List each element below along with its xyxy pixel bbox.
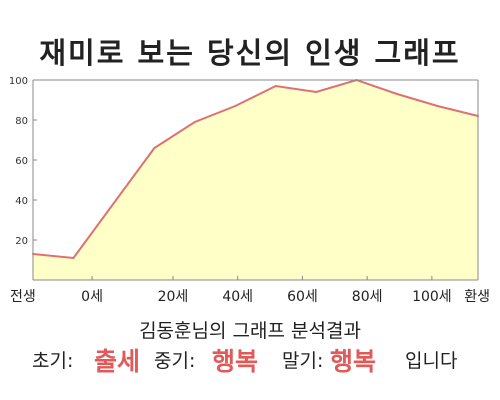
y-tick-label: 20: [15, 236, 28, 247]
y-tick-label: 40: [15, 196, 28, 207]
x-tick-label: 80세: [352, 289, 383, 305]
data-point: [315, 91, 318, 93]
late-value: 행복: [330, 347, 377, 376]
early-label: 초기:: [32, 350, 74, 372]
plot-area: 20 40 60 80 100 전생 0세 20세 40세 60세 80세 100세 환생: [9, 76, 490, 305]
x-tick-label: 100세: [412, 289, 452, 305]
late-label: 말기:: [282, 350, 324, 372]
x-tick-label: 환생: [464, 289, 490, 305]
y-tick-label: 60: [15, 156, 28, 167]
x-tick-label: 40세: [222, 289, 253, 305]
data-point: [153, 147, 156, 149]
analysis-result: 초기: 출세 중기: 행복 말기: 행복 입니다: [0, 346, 500, 382]
y-tick-label: 100: [9, 76, 28, 87]
early-value: 출세: [94, 347, 141, 376]
data-point: [193, 121, 196, 123]
y-tick-label: 80: [15, 116, 28, 127]
analysis-summary: 김동훈님의 그래프 분석결과: [139, 320, 361, 342]
area-fill: [33, 80, 478, 280]
ending-text: 입니다: [405, 350, 458, 372]
x-tick-label: 전생: [10, 289, 36, 305]
middle-value: 행복: [212, 347, 259, 376]
data-point: [436, 105, 439, 107]
x-tick-label: 0세: [81, 289, 103, 305]
middle-label: 중기:: [154, 350, 196, 372]
data-point: [234, 105, 237, 107]
x-tick-label: 20세: [158, 289, 189, 305]
x-tick-label: 60세: [287, 289, 318, 305]
page-title: 재미로 보는 당신의 인생 그래프: [39, 36, 461, 70]
data-point: [396, 93, 399, 95]
data-point: [72, 257, 75, 259]
data-point: [274, 85, 277, 87]
